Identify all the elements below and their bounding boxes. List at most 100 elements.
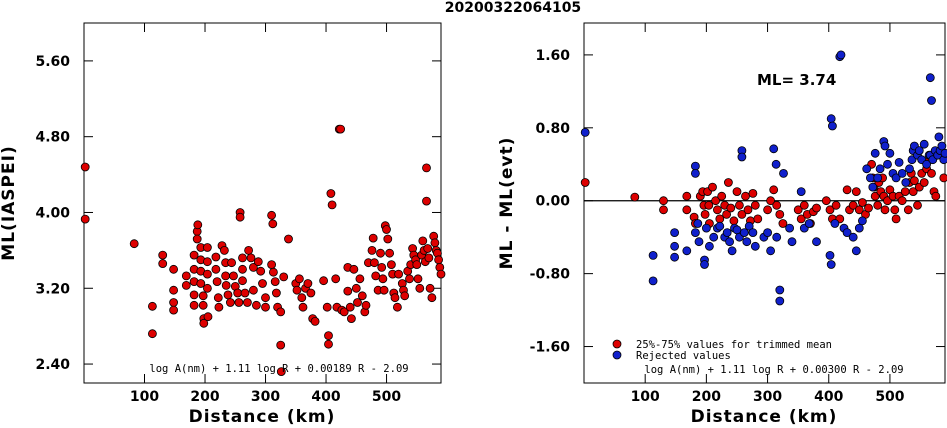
right-data-point-series-1: [804, 219, 814, 228]
right-data-point-series-0: [659, 196, 668, 206]
left-data-point-series-0: [322, 302, 332, 312]
right-data-point-series-1: [693, 219, 703, 228]
left-data-point-series-0: [292, 285, 302, 295]
right-data-point-series-0: [858, 198, 867, 207]
right-data-point-series-0: [890, 205, 900, 215]
right-data-point-series-0: [864, 203, 873, 213]
left-data-point-series-0: [369, 258, 379, 268]
left-data-point-series-0: [267, 260, 277, 270]
right-data-point-series-1: [870, 148, 880, 158]
right-data-point-series-0: [682, 205, 692, 215]
right-data-point-series-1: [691, 161, 700, 171]
left-data-point-series-0: [202, 283, 212, 293]
right-data-point-series-0: [870, 191, 880, 201]
left-data-point-series-0: [240, 288, 250, 298]
right-data-point-series-1: [925, 73, 935, 83]
left-data-point-series-0: [386, 260, 396, 270]
left-data-point-series-0: [213, 293, 223, 303]
right-data-point-series-1: [763, 228, 772, 238]
left-data-point-series-0: [331, 274, 341, 284]
right-data-point-series-1: [787, 237, 797, 247]
left-scatter-points: [80, 124, 446, 377]
right-data-point-series-0: [821, 196, 831, 206]
left-data-point-series-0: [234, 298, 244, 307]
right-data-point-series-1: [883, 159, 892, 169]
left-data-point-series-0: [214, 302, 224, 312]
left-data-point-series-0: [324, 331, 333, 341]
right-data-point-series-0: [630, 192, 640, 202]
right-data-point-series-0: [743, 205, 753, 215]
right-data-point-series-0: [799, 200, 809, 210]
left-data-point-series-0: [192, 234, 202, 244]
left-y-tick-label: 5.60: [35, 54, 70, 70]
right-data-point-series-1: [862, 164, 872, 174]
right-data-point-series-1: [766, 246, 775, 256]
left-data-point-series-0: [271, 288, 281, 298]
left-data-point-series-0: [427, 293, 437, 303]
left-data-point-series-0: [306, 288, 316, 298]
right-scatter-points: [580, 50, 947, 306]
left-data-point-series-0: [415, 283, 425, 293]
right-data-point-series-1: [851, 246, 861, 256]
left-x-axis-label: Distance (km): [189, 407, 336, 427]
legend-marker-trimmed: [612, 339, 622, 349]
legend: 25%-75% values for trimmed mean Rejected…: [612, 339, 832, 362]
left-data-point-series-0: [394, 269, 404, 279]
right-data-point-series-1: [722, 228, 732, 238]
left-x-tick-label: 100: [130, 389, 159, 405]
left-data-point-series-0: [376, 248, 385, 258]
right-data-point-series-0: [913, 200, 922, 210]
right-data-point-series-1: [880, 141, 890, 151]
right-data-point-series-1: [769, 144, 779, 154]
left-data-point-series-0: [422, 163, 431, 173]
right-data-point-series-0: [825, 205, 835, 215]
legend-label-rejected: Rejected values: [636, 350, 731, 362]
right-data-point-series-1: [670, 252, 679, 262]
left-data-point-series-0: [238, 253, 247, 263]
right-data-point-series-1: [709, 232, 719, 242]
left-data-point-series-0: [202, 243, 212, 252]
left-data-point-series-0: [390, 293, 400, 303]
left-data-point-series-0: [261, 293, 270, 303]
left-data-point-series-0: [229, 271, 238, 281]
right-data-point-series-0: [763, 205, 772, 215]
right-data-point-series-0: [900, 187, 910, 197]
right-data-point-series-0: [737, 209, 747, 219]
left-plot-frame: [83, 22, 442, 384]
left-data-point-series-0: [189, 290, 199, 300]
right-data-point-series-1: [934, 132, 944, 142]
right-data-point-series-0: [772, 200, 782, 210]
right-data-point-series-1: [682, 246, 692, 256]
left-data-point-series-0: [238, 276, 247, 286]
left-data-point-series-0: [80, 162, 90, 172]
left-data-point-series-0: [319, 276, 329, 286]
right-data-point-series-1: [748, 228, 758, 238]
left-data-point-series-0: [324, 339, 333, 349]
right-data-point-series-0: [873, 200, 883, 210]
left-data-point-series-0: [129, 239, 139, 249]
left-data-point-series-0: [379, 285, 389, 295]
right-axis-ticks: 100 200 300 400 500 -1.60 -0.80 0.00 0.80 1.60: [530, 23, 945, 405]
right-data-point-series-0: [682, 191, 692, 201]
right-data-point-series-0: [726, 203, 736, 213]
left-data-point-series-0: [424, 253, 434, 263]
left-y-tick-label: 2.40: [35, 357, 70, 373]
left-data-point-series-0: [193, 220, 203, 230]
right-data-point-series-1: [727, 246, 737, 256]
chart-title: 20200322064105: [445, 0, 581, 16]
left-data-point-series-0: [202, 257, 212, 267]
legend-marker-rejected: [612, 350, 622, 360]
right-y-tick-label: 0.80: [535, 121, 570, 137]
right-data-point-series-1: [885, 148, 895, 158]
right-data-point-series-1: [702, 223, 711, 233]
left-data-point-series-0: [355, 274, 365, 284]
left-data-point-series-0: [368, 233, 378, 243]
right-data-point-series-0: [711, 196, 720, 206]
right-data-point-series-1: [648, 276, 658, 286]
right-data-point-series-1: [739, 228, 749, 238]
right-data-point-series-1: [866, 173, 875, 183]
right-y-tick-label: -1.60: [530, 340, 571, 356]
right-plot-frame: [583, 22, 946, 384]
right-data-point-series-1: [812, 237, 821, 247]
left-data-point-series-0: [221, 271, 231, 281]
